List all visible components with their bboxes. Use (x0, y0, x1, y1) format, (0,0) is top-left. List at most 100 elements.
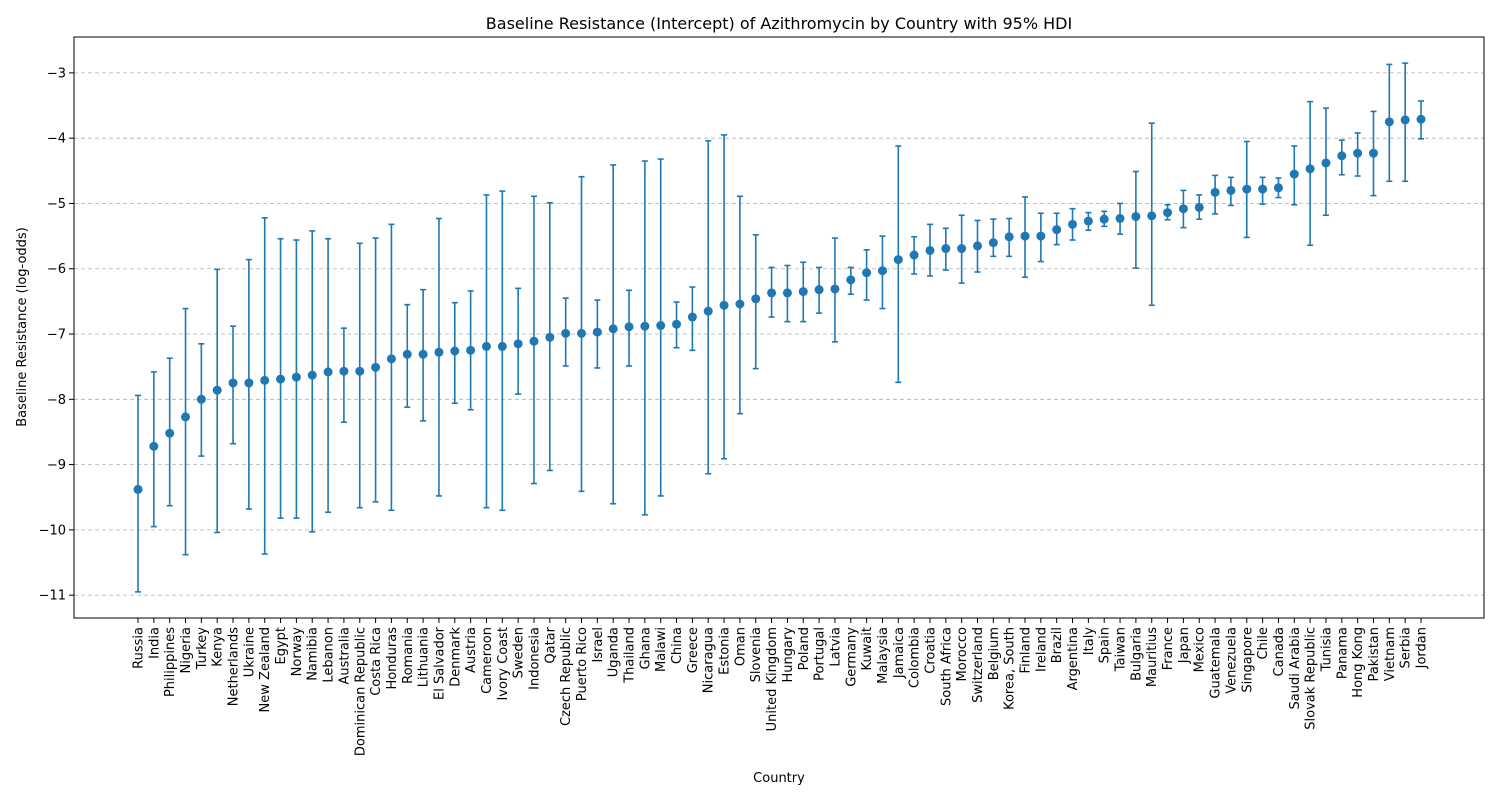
data-point (640, 321, 650, 331)
plot-frame (73, 36, 1485, 619)
data-point (893, 255, 903, 265)
y-tick-label: −5 (47, 197, 66, 212)
x-tick-label: Ghana (638, 627, 653, 670)
data-point-group (798, 261, 808, 323)
data-point-group (497, 190, 507, 512)
chart-title: Baseline Resistance (Intercept) of Azith… (486, 14, 1072, 33)
data-point-group (1099, 210, 1109, 228)
data-point-group (561, 297, 571, 367)
x-tick-label: Vietnam (1383, 627, 1398, 681)
data-point-group (624, 289, 634, 367)
data-point (323, 367, 333, 377)
data-point (925, 245, 935, 255)
data-point (228, 378, 238, 388)
data-point-group (1210, 174, 1220, 215)
x-tick-label: Ivory Coast (496, 627, 511, 701)
data-point (450, 346, 460, 356)
x-tick-label: Korea, South (1003, 627, 1018, 710)
data-point (957, 244, 967, 254)
data-point-group (830, 237, 840, 343)
data-point-group (1178, 189, 1188, 229)
x-tick-label: Latvia (828, 627, 843, 667)
data-point (1163, 208, 1173, 218)
data-point (1099, 214, 1109, 224)
x-tick-label: Slovenia (749, 627, 764, 682)
data-point-group (672, 301, 682, 349)
data-point-group (355, 242, 365, 509)
y-tick-label: −7 (47, 328, 66, 343)
data-point-group (1131, 170, 1141, 269)
y-tick-label: −4 (47, 132, 66, 147)
data-point-group (529, 195, 539, 485)
x-tick-label: Oman (733, 627, 748, 666)
data-point (656, 321, 666, 331)
data-point-group (196, 343, 206, 457)
data-point-group (1353, 132, 1363, 177)
x-tick-label: Greece (686, 627, 701, 673)
x-tick-label: Germany (844, 627, 859, 687)
data-point (545, 332, 555, 342)
data-point (672, 319, 682, 329)
x-tick-label: Estonia (718, 627, 733, 675)
x-tick-label: Malawi (654, 627, 669, 672)
x-tick-label: Qatar (543, 626, 558, 663)
data-point-group (260, 217, 270, 555)
data-point (1353, 148, 1363, 158)
data-point (1036, 231, 1046, 241)
data-point (513, 339, 523, 349)
x-tick-label: Poland (797, 627, 812, 670)
x-tick-label: Thailand (623, 627, 638, 684)
x-tick-label: Israel (591, 627, 606, 663)
data-point-group (1004, 217, 1014, 258)
data-point (577, 328, 587, 338)
data-point-group (1068, 207, 1078, 241)
data-point-group (577, 175, 587, 493)
x-tick-label: Namibia (306, 627, 321, 681)
data-point (561, 328, 571, 338)
data-point (149, 441, 159, 451)
data-point-group (719, 134, 729, 460)
x-tick-label: Nicaragua (702, 627, 717, 693)
x-tick-label: China (670, 627, 685, 664)
data-point (291, 372, 301, 382)
x-tick-label: Tunisia (1319, 627, 1334, 672)
data-point-group (640, 160, 650, 516)
data-point-group (703, 139, 713, 475)
x-tick-label: Indonesia (527, 627, 542, 690)
data-point-group (988, 218, 998, 258)
data-point (181, 412, 191, 422)
data-point-group (1242, 140, 1252, 239)
x-tick-label: Lithuania (417, 627, 432, 687)
x-tick-label: Uganda (607, 627, 622, 677)
data-point-group (782, 264, 792, 323)
y-tick-label: −3 (47, 66, 66, 81)
x-tick-label: Dominican Republic (353, 627, 368, 756)
data-point (972, 241, 982, 251)
data-point-group (1020, 196, 1030, 279)
data-point (1115, 213, 1125, 223)
x-tick-label: Cameroon (480, 627, 495, 694)
data-point-group (418, 288, 428, 422)
x-tick-label: Morocco (955, 627, 970, 681)
y-tick-label: −11 (39, 589, 66, 604)
x-tick-label: Ireland (1034, 627, 1049, 672)
data-point (386, 354, 396, 364)
data-point-group (323, 237, 333, 514)
data-point-group (165, 357, 175, 507)
data-point (1416, 114, 1426, 124)
data-point-group (181, 307, 191, 556)
data-point-group (1416, 100, 1426, 140)
data-point (735, 299, 745, 309)
x-tick-label: South Africa (939, 627, 954, 706)
data-point-group (846, 266, 856, 296)
data-point-group (434, 217, 444, 497)
x-tick-label: Honduras (385, 627, 400, 690)
data-point (798, 287, 808, 297)
data-point-group (909, 235, 919, 275)
data-point-group (386, 223, 396, 512)
data-point-group (1226, 176, 1236, 207)
data-point (355, 366, 365, 376)
data-point (212, 385, 222, 395)
x-tick-label: Spain (1098, 627, 1113, 663)
